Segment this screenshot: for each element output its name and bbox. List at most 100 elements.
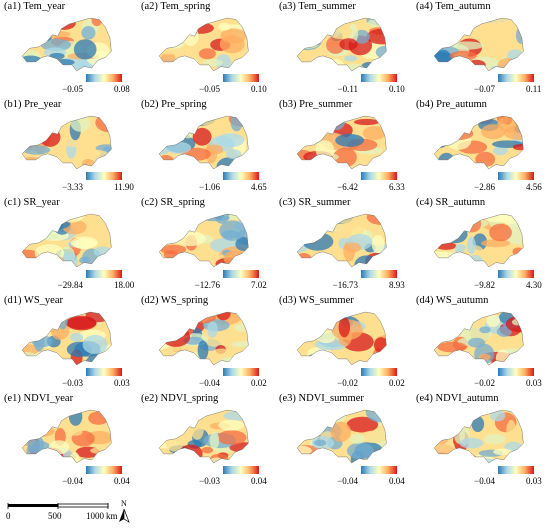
trend-map bbox=[433, 409, 524, 464]
panel-label: (c4) SR_autumn bbox=[416, 197, 486, 208]
colorbar-min: −12.76 bbox=[194, 280, 220, 290]
map-panel: (c2) SR_spring −12.76 7.02 bbox=[137, 196, 274, 296]
colorbar-min: −3.33 bbox=[62, 182, 83, 192]
colorbar-min: −0.02 bbox=[474, 378, 495, 388]
colorbar bbox=[361, 74, 397, 82]
trend-map bbox=[158, 115, 249, 170]
colorbar-max: 0.11 bbox=[526, 84, 542, 94]
trend-map bbox=[296, 213, 387, 268]
colorbar-max: 0.03 bbox=[526, 476, 542, 486]
panel-label: (e2) NDVI_spring bbox=[141, 393, 219, 404]
panel-label: (b4) Pre_autumn bbox=[416, 99, 487, 110]
colorbar bbox=[361, 466, 397, 474]
trend-map bbox=[158, 17, 249, 72]
map-panel: (d1) WS_year −0.03 0.03 bbox=[0, 294, 137, 394]
map-panel: (c4) SR_autumn −9.82 4.30 bbox=[412, 196, 549, 296]
colorbar bbox=[498, 172, 534, 180]
colorbar-min: −1.06 bbox=[199, 182, 220, 192]
map-panel: (a3) Tem_summer −0.11 0.10 bbox=[275, 0, 412, 100]
trend-map bbox=[296, 17, 387, 72]
trend-map bbox=[21, 17, 112, 72]
colorbar-min: −2.86 bbox=[474, 182, 495, 192]
colorbar-max: 4.30 bbox=[526, 280, 542, 290]
map-panel: (a4) Tem_autumn −0.07 0.11 bbox=[412, 0, 549, 100]
trend-map bbox=[158, 311, 249, 366]
colorbar bbox=[223, 368, 259, 376]
map-panel: (e3) NDVI_summer −0.04 0.04 bbox=[275, 392, 412, 492]
colorbar bbox=[223, 270, 259, 278]
trend-map bbox=[158, 213, 249, 268]
colorbar-max: 7.02 bbox=[251, 280, 267, 290]
scale-tick-500: 500 bbox=[48, 511, 62, 521]
map-panel: (d2) WS_spring −0.04 0.02 bbox=[137, 294, 274, 394]
colorbar bbox=[498, 270, 534, 278]
colorbar-max: 0.02 bbox=[251, 378, 267, 388]
scale-unit: km bbox=[106, 511, 118, 521]
trend-map bbox=[21, 213, 112, 268]
colorbar-min: −6.42 bbox=[337, 182, 358, 192]
colorbar-max: 0.10 bbox=[389, 84, 405, 94]
colorbar-min: −0.05 bbox=[199, 84, 220, 94]
map-panel: (b2) Pre_spring −1.06 4.65 bbox=[137, 98, 274, 198]
panel-label: (d2) WS_spring bbox=[141, 295, 209, 306]
colorbar-min: −0.02 bbox=[337, 378, 358, 388]
trend-map bbox=[433, 115, 524, 170]
colorbar-min: −29.84 bbox=[57, 280, 83, 290]
colorbar bbox=[498, 466, 534, 474]
colorbar-min: −0.03 bbox=[62, 378, 83, 388]
colorbar bbox=[223, 172, 259, 180]
map-panel: (a2) Tem_spring −0.05 0.10 bbox=[137, 0, 274, 100]
map-panel: (b3) Pre_summer −6.42 6.33 bbox=[275, 98, 412, 198]
panel-label: (d3) WS_summer bbox=[279, 295, 354, 306]
panel-label: (c2) SR_spring bbox=[141, 197, 205, 208]
panel-label: (e3) NDVI_summer bbox=[279, 393, 364, 404]
map-panel: (d4) WS_autumn −0.02 0.03 bbox=[412, 294, 549, 394]
north-arrow: N bbox=[116, 499, 132, 524]
colorbar bbox=[361, 172, 397, 180]
trend-map bbox=[296, 409, 387, 464]
scale-tick-1000: 1000 bbox=[86, 511, 104, 521]
colorbar-max: 0.04 bbox=[251, 476, 267, 486]
trend-map bbox=[21, 311, 112, 366]
map-panel: (a1) Tem_year −0.05 0.08 bbox=[0, 0, 137, 100]
colorbar-max: 0.08 bbox=[114, 84, 130, 94]
colorbar-max: 4.56 bbox=[526, 182, 542, 192]
colorbar-max: 0.04 bbox=[114, 476, 130, 486]
panel-label: (e1) NDVI_year bbox=[4, 393, 74, 404]
colorbar-min: −0.03 bbox=[199, 476, 220, 486]
panel-label: (e4) NDVI_autumn bbox=[416, 393, 499, 404]
colorbar bbox=[86, 466, 122, 474]
colorbar bbox=[86, 172, 122, 180]
trend-map bbox=[21, 409, 112, 464]
panel-label: (a1) Tem_year bbox=[4, 1, 66, 12]
scale-bar: 0 500 1000 km bbox=[6, 503, 124, 525]
colorbar bbox=[223, 466, 259, 474]
colorbar-max: 0.03 bbox=[526, 378, 542, 388]
panel-label: (c3) SR_summer bbox=[279, 197, 351, 208]
trend-map bbox=[433, 17, 524, 72]
colorbar-max: 8.93 bbox=[389, 280, 405, 290]
colorbar-max: 4.65 bbox=[251, 182, 267, 192]
panel-label: (a4) Tem_autumn bbox=[416, 1, 491, 12]
colorbar-max: 11.90 bbox=[114, 182, 134, 192]
map-panel: (e4) NDVI_autumn −0.04 0.03 bbox=[412, 392, 549, 492]
trend-map bbox=[21, 115, 112, 170]
panel-label: (d4) WS_autumn bbox=[416, 295, 489, 306]
scale-bar-graphic bbox=[7, 503, 109, 509]
trend-map bbox=[433, 311, 524, 366]
colorbar bbox=[86, 74, 122, 82]
colorbar bbox=[361, 270, 397, 278]
colorbar bbox=[498, 368, 534, 376]
trend-map bbox=[296, 311, 387, 366]
panel-label: (c1) SR_year bbox=[4, 197, 60, 208]
panel-label: (b2) Pre_spring bbox=[141, 99, 207, 110]
north-label: N bbox=[121, 499, 127, 508]
colorbar-min: −0.04 bbox=[199, 378, 220, 388]
colorbar-max: 0.03 bbox=[114, 378, 130, 388]
map-panel: (e1) NDVI_year −0.04 0.04 bbox=[0, 392, 137, 492]
panel-label: (a2) Tem_spring bbox=[141, 1, 211, 12]
colorbar-max: 0.02 bbox=[389, 378, 405, 388]
panel-label: (a3) Tem_summer bbox=[279, 1, 356, 12]
panel-label: (b1) Pre_year bbox=[4, 99, 62, 110]
colorbar-min: −0.05 bbox=[62, 84, 83, 94]
